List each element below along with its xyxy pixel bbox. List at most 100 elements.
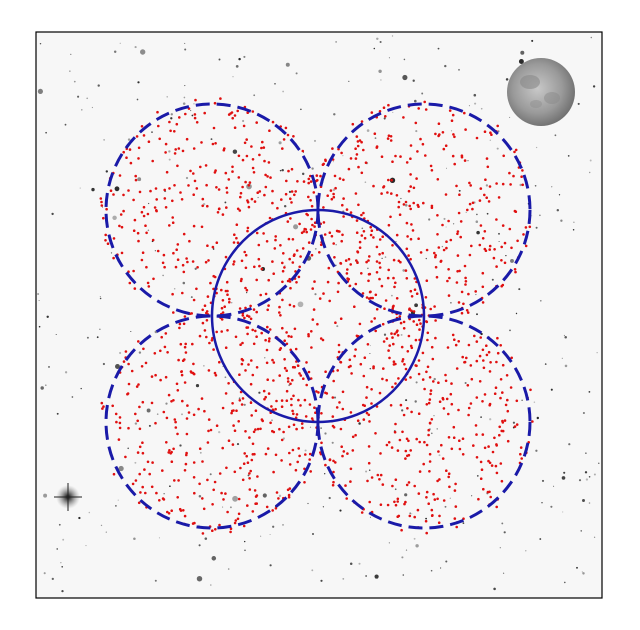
star: [582, 499, 585, 502]
target-dot: [464, 283, 467, 286]
target-dot: [436, 497, 439, 501]
target-dot: [250, 145, 253, 148]
target-dot: [447, 268, 450, 271]
target-dot: [233, 114, 237, 117]
target-dot: [128, 281, 132, 285]
target-dot: [339, 360, 342, 364]
target-dot: [278, 374, 282, 377]
target-dot: [428, 470, 431, 473]
target-dot: [422, 201, 425, 205]
target-dot: [309, 228, 313, 231]
target-dot: [252, 171, 256, 174]
star: [409, 512, 412, 515]
target-dot: [428, 376, 432, 379]
star: [584, 471, 588, 474]
star: [253, 94, 256, 97]
target-dot: [288, 277, 292, 281]
target-dot: [202, 507, 206, 511]
target-dot: [278, 305, 281, 309]
star: [593, 536, 596, 538]
star: [491, 278, 494, 281]
star: [191, 114, 194, 117]
target-dot: [292, 412, 295, 416]
target-dot: [374, 329, 378, 333]
target-dot: [414, 121, 418, 125]
target-dot: [307, 370, 311, 374]
target-dot: [415, 292, 419, 296]
target-dot: [409, 185, 413, 188]
target-dot: [362, 230, 366, 233]
target-dot: [148, 472, 151, 476]
target-dot: [201, 321, 205, 325]
target-dot: [322, 292, 325, 295]
target-dot: [197, 407, 200, 411]
target-dot: [378, 277, 381, 281]
star: [333, 396, 337, 399]
target-dot: [342, 450, 346, 453]
star: [365, 575, 367, 577]
target-dot: [450, 447, 454, 451]
star: [244, 540, 246, 543]
target-dot: [354, 192, 358, 195]
target-dot: [172, 311, 175, 314]
target-dot: [417, 372, 421, 376]
target-dot: [378, 238, 382, 241]
target-dot: [403, 363, 406, 366]
target-dot: [461, 453, 465, 456]
target-dot: [380, 155, 384, 158]
target-dot: [154, 187, 158, 190]
target-dot: [308, 458, 312, 461]
star: [56, 412, 59, 415]
target-dot: [303, 398, 307, 402]
target-dot: [171, 292, 174, 296]
target-dot: [221, 311, 225, 314]
target-dot: [495, 471, 499, 475]
target-dot: [206, 244, 209, 247]
target-dot: [508, 171, 511, 175]
target-dot: [168, 187, 171, 190]
star: [313, 139, 317, 142]
target-dot: [155, 198, 158, 201]
target-dot: [218, 360, 221, 364]
target-dot: [235, 223, 239, 226]
target-dot: [404, 500, 407, 504]
star: [369, 516, 371, 518]
target-dot: [184, 462, 188, 466]
target-dot: [397, 200, 401, 204]
target-dot: [286, 220, 290, 223]
target-dot: [289, 286, 292, 290]
star: [119, 42, 121, 44]
target-dot: [246, 229, 249, 233]
target-dot: [290, 397, 293, 401]
star: [137, 177, 142, 182]
target-dot: [425, 279, 429, 283]
target-dot: [321, 338, 325, 342]
star: [378, 69, 382, 74]
star: [556, 208, 560, 212]
target-dot: [249, 317, 253, 321]
star: [465, 211, 467, 213]
target-dot: [404, 200, 408, 204]
target-dot: [435, 275, 439, 279]
target-dot: [516, 239, 519, 243]
target-dot: [183, 514, 187, 518]
star: [361, 227, 364, 230]
star: [458, 189, 461, 192]
target-dot: [395, 297, 399, 300]
star: [450, 130, 453, 132]
target-dot: [153, 206, 157, 209]
target-dot: [294, 468, 298, 472]
star: [39, 42, 42, 45]
target-dot: [379, 452, 382, 455]
target-dot: [281, 298, 284, 302]
target-dot: [112, 256, 115, 260]
target-dot: [176, 432, 179, 436]
target-dot: [287, 493, 291, 497]
target-dot: [375, 271, 379, 274]
star: [510, 258, 514, 263]
target-dot: [100, 200, 103, 204]
star: [209, 473, 212, 476]
target-dot: [488, 461, 492, 465]
target-dot: [437, 521, 441, 524]
target-dot: [250, 359, 253, 362]
